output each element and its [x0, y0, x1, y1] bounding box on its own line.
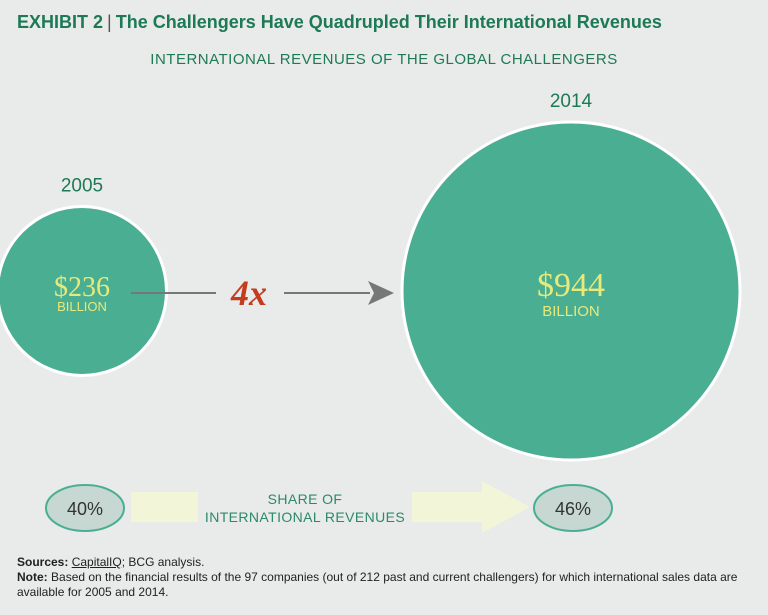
exhibit-headline: The Challengers Have Quadrupled Their In…	[115, 12, 662, 32]
unit-label-2005: BILLION	[57, 299, 107, 314]
share-value-2014: 46%	[555, 499, 591, 519]
bubble-2005	[0, 205, 168, 377]
share-label-line1: SHARE OF	[268, 491, 343, 507]
value-label-2005: $236	[54, 272, 110, 303]
year-label-2014: 2014	[550, 91, 593, 112]
unit-label-2014: BILLION	[542, 303, 600, 320]
exhibit-title: EXHIBIT 2 | The Challengers Have Quadruple…	[17, 12, 662, 33]
value-label-2014: $944	[537, 267, 605, 304]
note-line: Note: Based on the financial results of …	[17, 570, 757, 600]
sources-line: Sources: CapitalIQ; BCG analysis.	[17, 555, 757, 570]
share-pill-2005	[45, 484, 125, 532]
year-label-2005: 2005	[61, 176, 103, 197]
sources-text-rest: ; BCG analysis.	[121, 555, 205, 569]
share-bar-left	[131, 492, 198, 522]
note-label: Note:	[17, 570, 48, 584]
multiplier-label: 4x	[230, 273, 267, 313]
bubble-2014	[400, 120, 742, 462]
sources-text-capitaliq: CapitalIQ	[71, 555, 122, 569]
share-arrow	[412, 481, 530, 533]
share-value-2005: 40%	[67, 499, 103, 519]
share-label-line2: INTERNATIONAL REVENUES	[205, 509, 405, 525]
note-text: Based on the financial results of the 97…	[17, 570, 738, 599]
exhibit-label: EXHIBIT 2	[17, 12, 104, 32]
footer: Sources: CapitalIQ; BCG analysis. Note: …	[17, 555, 757, 600]
share-pill-2014	[533, 484, 613, 532]
sources-label: Sources:	[17, 555, 69, 569]
growth-arrowhead	[368, 281, 394, 305]
title-separator: |	[107, 12, 112, 32]
chart-title: INTERNATIONAL REVENUES OF THE GLOBAL CHA…	[150, 51, 618, 68]
